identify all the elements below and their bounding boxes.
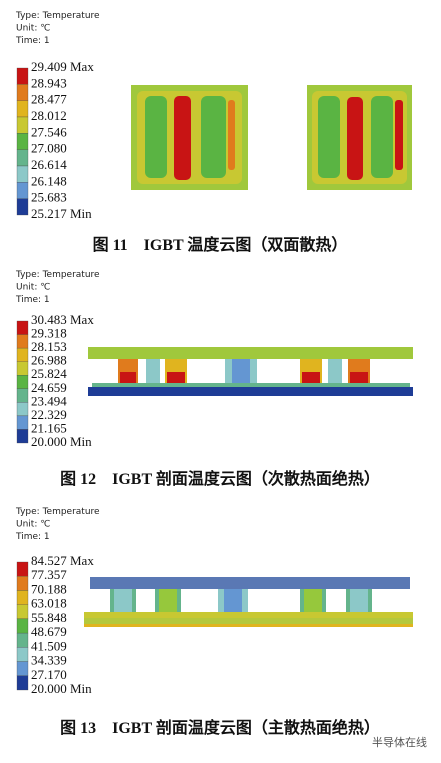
legend-label: 70.188	[31, 581, 67, 596]
section-image	[84, 577, 413, 627]
legend-swatch	[16, 334, 29, 349]
legend-label: 25.217 Min	[31, 206, 92, 221]
section-image	[88, 347, 413, 396]
legend-label: 84.527 Max	[31, 553, 94, 568]
legend-label: 48.679	[31, 624, 67, 639]
legend-swatch	[16, 149, 29, 167]
figure-caption: 图 11 IGBT 温度云图（双面散热）	[93, 235, 348, 254]
legend-swatch	[16, 67, 29, 85]
legend-label: 28.153	[31, 339, 67, 354]
legend-label: 20.000 Min	[31, 434, 92, 449]
legend-swatch	[16, 675, 29, 691]
legend-swatch	[16, 402, 29, 417]
legend-label: 26.988	[31, 353, 67, 368]
legend-swatch	[16, 116, 29, 134]
legend-swatch	[16, 632, 29, 648]
legend-label: 29.409 Max	[31, 59, 94, 74]
legend-label: 63.018	[31, 596, 67, 611]
legend-label: 26.614	[31, 157, 67, 172]
legend-swatch	[16, 375, 29, 389]
result-info: Time: 1	[15, 532, 50, 542]
legend-label: 22.329	[31, 407, 67, 422]
result-info: Time: 1	[15, 36, 50, 46]
legend-label: 28.012	[31, 108, 67, 123]
legend-swatch	[16, 415, 29, 430]
legend-label: 34.339	[31, 653, 67, 668]
contour-image	[131, 85, 248, 190]
legend-label: 26.148	[31, 173, 67, 188]
legend-swatch	[16, 347, 29, 362]
result-info: Type: Temperature	[15, 507, 100, 517]
legend-label: 23.494	[31, 393, 67, 408]
legend-label: 25.824	[31, 366, 67, 381]
legend-swatch	[16, 182, 29, 199]
result-info: Time: 1	[15, 295, 50, 305]
figure-caption: 图 13 IGBT 剖面温度云图（主散热面绝热）	[60, 718, 380, 737]
legend-label: 27.546	[31, 124, 67, 139]
legend-label: 21.165	[31, 420, 67, 435]
legend-swatch	[16, 661, 29, 676]
figure-caption: 图 12 IGBT 剖面温度云图（次散热面绝热）	[60, 469, 380, 488]
legend-label: 28.477	[31, 92, 67, 107]
legend-label: 41.509	[31, 638, 67, 653]
result-info: Type: Temperature	[15, 11, 100, 21]
legend-label: 27.080	[31, 141, 67, 156]
legend-label: 24.659	[31, 380, 67, 395]
legend-swatch	[16, 647, 29, 662]
watermark: 半导体在线	[372, 735, 427, 749]
legend-label: 27.170	[31, 667, 67, 682]
legend-swatch	[16, 361, 29, 376]
legend-label: 20.000 Min	[31, 681, 92, 696]
legend-label: 25.683	[31, 190, 67, 205]
result-info: Unit: ℃	[16, 520, 50, 530]
result-info: Type: Temperature	[15, 270, 100, 280]
legend-swatch	[16, 576, 29, 591]
legend-swatch	[16, 198, 29, 216]
legend-swatch	[16, 165, 29, 183]
legend-swatch	[16, 388, 29, 403]
legend-label: 29.318	[31, 326, 67, 341]
result-info: Unit: ℃	[16, 283, 50, 293]
legend-swatch	[16, 100, 29, 118]
legend-swatch	[16, 604, 29, 620]
legend-label: 77.357	[31, 567, 67, 582]
legend-label: 55.848	[31, 610, 67, 625]
legend-swatch	[16, 320, 29, 335]
legend-swatch	[16, 590, 29, 605]
legend-label: 28.943	[31, 75, 67, 90]
contour-image	[307, 85, 412, 190]
legend-label: 30.483 Max	[31, 312, 94, 327]
legend-swatch	[16, 84, 29, 101]
legend-swatch	[16, 618, 29, 634]
legend-swatch	[16, 561, 29, 577]
legend-swatch	[16, 133, 29, 150]
legend-swatch	[16, 429, 29, 444]
result-info: Unit: ℃	[16, 24, 50, 34]
